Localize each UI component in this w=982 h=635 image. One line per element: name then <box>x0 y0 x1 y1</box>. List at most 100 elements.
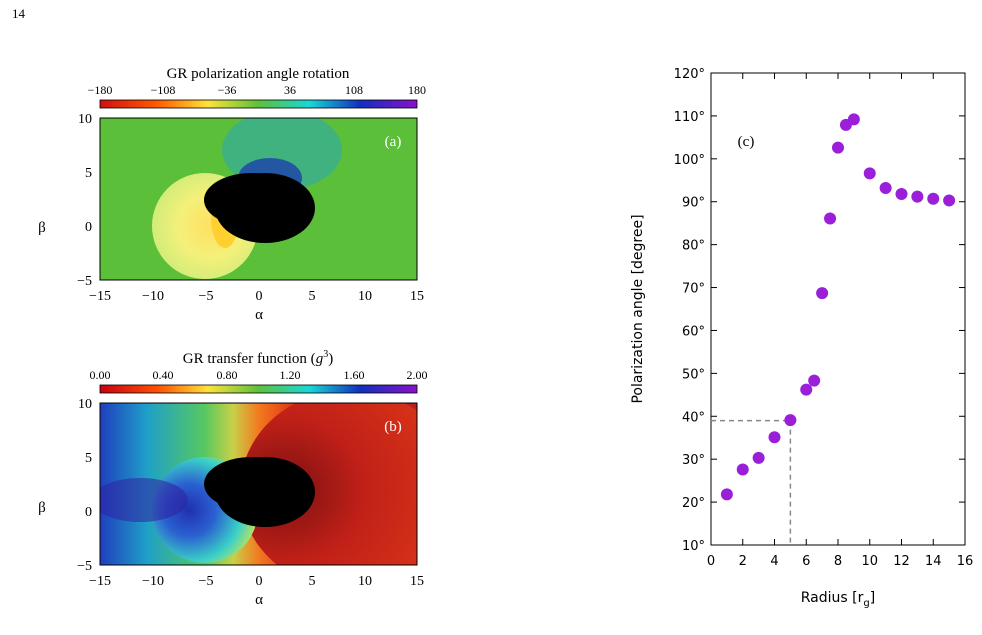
panel-a-ytick: 0 <box>85 220 92 235</box>
panel-c-xtick-label: 8 <box>834 554 842 569</box>
panel-c-ylabel: Polarization angle [degree] <box>630 214 646 403</box>
panel-c-xtick-label: 6 <box>802 554 810 569</box>
panel-a-cbar-tick: 36 <box>284 83 296 97</box>
panel-c-point <box>768 431 781 444</box>
panel-a-ytick: 5 <box>85 166 92 181</box>
panel-a: GR polarization angle rotation −180 −108… <box>38 66 426 323</box>
panel-c-chart: 10°20°30°40°50°60°70°80°90°100°110°120° … <box>630 67 973 609</box>
panel-b-colorbar-title: GR transfer function (g3) <box>183 349 333 367</box>
panel-b-colorbar-ticks: 0.00 0.40 0.80 1.20 1.60 2.00 <box>90 368 428 382</box>
panel-c-xlabel-main: Radius [r <box>801 590 864 606</box>
panel-c-point <box>720 488 733 501</box>
panel-b-xtick: −15 <box>89 574 111 589</box>
panel-a-xlabel: α <box>255 307 263 323</box>
panel-c-xtick-label: 2 <box>739 554 747 569</box>
panel-c-point <box>927 192 940 205</box>
panel-c-point <box>752 451 765 464</box>
panel-c-point <box>808 374 821 387</box>
panel-a-yticks: 10 5 0 −5 <box>77 112 92 289</box>
panel-b-xtick: 10 <box>358 574 372 589</box>
panel-c-ytick-label: 120° <box>674 67 705 82</box>
panel-b-cbar-tick: 1.20 <box>280 368 301 382</box>
panel-a-xticks: −15 −10 −5 0 5 10 15 <box>89 289 424 304</box>
panel-a-xtick: −5 <box>199 289 214 304</box>
panel-c-xtick-label: 10 <box>861 554 878 569</box>
panel-b-ytick: 10 <box>78 397 92 412</box>
panel-b-xtick: −10 <box>142 574 164 589</box>
panel-a-cbar-tick: −36 <box>218 83 237 97</box>
panel-c-ytick-label: 70° <box>682 282 705 297</box>
panel-b-title-var: g <box>316 351 324 367</box>
panel-c-point <box>800 383 813 396</box>
panel-c-points <box>720 113 956 501</box>
panel-a-colorbar <box>99 99 418 109</box>
panel-b-ytick: 5 <box>85 451 92 466</box>
panel-a-xtick: 10 <box>358 289 372 304</box>
panel-b-cbar-tick: 2.00 <box>407 368 428 382</box>
panel-c-point <box>863 167 876 180</box>
panel-c-ytick-label: 100° <box>674 153 705 168</box>
panel-a-cbar-tick: 108 <box>345 83 363 97</box>
panel-c-point <box>824 212 837 225</box>
panel-b-cbar-tick: 1.60 <box>344 368 365 382</box>
panel-b-xtick: 5 <box>309 574 316 589</box>
panel-c-ytick-label: 110° <box>674 110 705 125</box>
panel-c-point <box>832 141 844 154</box>
panel-a-image <box>100 118 417 280</box>
panel-c-xticks: 0 2 4 6 8 10 12 14 16 <box>707 73 973 569</box>
panel-c-point <box>847 113 860 126</box>
panel-a-label: (a) <box>385 134 402 150</box>
panel-a-ylabel: β <box>38 220 46 236</box>
panel-b-xlabel: α <box>255 592 263 608</box>
panel-c-ytick-label: 40° <box>682 410 705 425</box>
panel-c-xtick-label: 16 <box>957 554 974 569</box>
panel-b-cbar-tick: 0.00 <box>90 368 111 382</box>
panel-c-xtick-label: 0 <box>707 554 715 569</box>
panel-b-ytick: 0 <box>85 505 92 520</box>
panel-a-colorbar-ticks: −180 −108 −36 36 108 180 <box>88 83 426 97</box>
panel-c-guide-lines <box>711 419 792 545</box>
panel-a-ytick: 10 <box>78 112 92 127</box>
panel-a-xtick: 15 <box>410 289 424 304</box>
panel-b-title-prefix: GR transfer function ( <box>183 351 316 367</box>
panel-c-label: (c) <box>738 134 755 150</box>
panel-c-xtick-label: 4 <box>770 554 778 569</box>
panel-b-xtick: −5 <box>199 574 214 589</box>
panel-c-point <box>784 414 797 427</box>
page-number: 14 <box>12 6 25 21</box>
panel-a-ytick: −5 <box>77 274 92 289</box>
panel-a-colorbar-title: GR polarization angle rotation <box>167 66 350 82</box>
panel-c-ytick-label: 90° <box>682 196 705 211</box>
panel-a-cbar-tick: −108 <box>151 83 176 97</box>
panel-b-yticks: 10 5 0 −5 <box>77 397 92 574</box>
panel-b-xtick: 15 <box>410 574 424 589</box>
panel-c-ytick-label: 30° <box>682 453 705 468</box>
panel-c-ytick-label: 50° <box>682 367 705 382</box>
panel-a-xtick: 5 <box>309 289 316 304</box>
panel-b-cbar-tick: 0.40 <box>153 368 174 382</box>
panel-c-point <box>879 181 892 194</box>
panel-b-label: (b) <box>384 419 402 435</box>
panel-c-ytick-label: 10° <box>682 539 705 554</box>
panel-c-point <box>895 188 908 201</box>
panel-b-colorbar <box>99 384 418 394</box>
panel-c-point <box>943 194 956 207</box>
panel-c-point <box>736 463 749 476</box>
panel-b-title-exp: 3 <box>323 349 328 360</box>
panel-b-title-suffix: ) <box>328 351 333 367</box>
panel-a-cbar-tick: 180 <box>408 83 426 97</box>
panel-c-ytick-label: 60° <box>682 324 705 339</box>
panel-b-image <box>100 403 417 565</box>
panel-b: GR transfer function (g3) 0.00 0.40 0.80… <box>38 349 428 608</box>
panel-c-xlabel-end: ] <box>870 590 875 606</box>
panel-c-xlabel: Radius [rg] <box>801 590 875 609</box>
panel-a-cbar-tick: −180 <box>88 83 113 97</box>
panel-a-xtick: −10 <box>142 289 164 304</box>
panel-b-ytick: −5 <box>77 559 92 574</box>
panel-c-point <box>911 190 924 203</box>
panel-c-xtick-label: 12 <box>893 554 910 569</box>
panel-b-xtick: 0 <box>256 574 263 589</box>
panel-c-ytick-label: 80° <box>682 239 705 254</box>
panel-b-xticks: −15 −10 −5 0 5 10 15 <box>89 574 424 589</box>
